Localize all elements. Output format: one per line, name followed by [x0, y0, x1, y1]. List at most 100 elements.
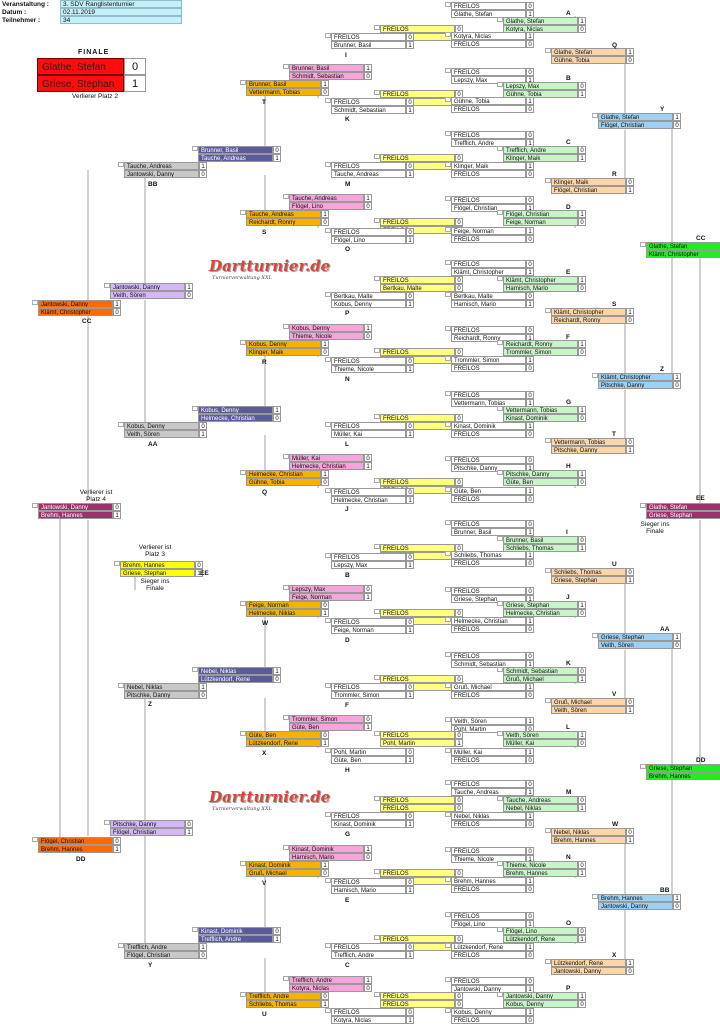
match-box: Brunner, Basil 0 Tauche, Andreas 1 — [192, 146, 348, 164]
match-box: Schliebs, Thomas 0 Griese, Stephan 1 — [545, 568, 701, 586]
player-score: 1 — [578, 601, 586, 609]
player-name: FREILOS — [380, 935, 455, 943]
player-score: 0 — [406, 748, 414, 756]
match-tag — [32, 837, 38, 842]
player-name: Flögel, Lino — [503, 927, 578, 935]
player-name: Brehm, Hannes — [503, 869, 578, 877]
player-name: Gruß, Michael — [451, 683, 526, 691]
match-tag — [640, 503, 646, 508]
final-player-2: Griese, Stephan — [37, 75, 124, 92]
player-score: 1 — [185, 283, 193, 291]
player-score: 0 — [673, 902, 681, 910]
player-name: FREILOS — [451, 2, 526, 10]
player-score: 0 — [455, 284, 463, 292]
player-score: 0 — [673, 641, 681, 649]
player-name: Pitschke, Danny — [451, 464, 526, 472]
player-score: 1 — [199, 683, 207, 691]
event-label: Veranstaltung : — [2, 1, 49, 8]
player-score: 1 — [578, 869, 586, 877]
player-name: Harnisch, Mario — [331, 886, 406, 894]
round-letter: B — [566, 75, 571, 82]
match-tag — [374, 25, 380, 30]
player-score: 1 — [526, 877, 534, 885]
player-score: 0 — [113, 503, 121, 511]
match-tag — [497, 82, 503, 87]
player-score: 1 — [526, 788, 534, 796]
match-box: Schmidt, Sebastian 0 Gruß, Michael 1 — [497, 667, 653, 685]
player-name: Trefflich, Andre — [503, 146, 578, 154]
player-name: Helmecke, Christian — [289, 462, 364, 470]
player-score: 0 — [273, 414, 281, 422]
player-score: 0 — [578, 609, 586, 617]
player-score: 1 — [626, 48, 634, 56]
match-tag — [325, 553, 331, 558]
match-box: Trefflich, Andre 0 Schliebs, Thomas 1 — [240, 992, 396, 1010]
player-score: 0 — [406, 812, 414, 820]
player-name: Nebel, Niklas — [503, 804, 578, 812]
player-score: 1 — [406, 236, 414, 244]
player-name: FREILOS — [331, 878, 406, 886]
player-score: 1 — [626, 836, 634, 844]
player-score: 1 — [526, 356, 534, 364]
player-name: FREILOS — [331, 683, 406, 691]
match-box: Kinast, Dominik 1 Harnisch, Mario 0 — [283, 845, 439, 863]
round-letter: E — [566, 269, 571, 276]
player-name: Nebel, Niklas — [124, 683, 199, 691]
player-score: 1 — [578, 992, 586, 1000]
player-score: 1 — [673, 373, 681, 381]
player-score: 0 — [578, 284, 586, 292]
event-value: 3. SDV Ranglistenturnier — [60, 0, 182, 8]
player-score: 1 — [321, 1000, 329, 1008]
round-letter: G — [566, 399, 572, 406]
player-name: FREILOS — [331, 553, 406, 561]
player-name: Kinast, Dominik — [246, 861, 321, 869]
match-box: Nebel, Niklas 1 Lützkendorf, Rene 0 — [192, 667, 348, 685]
round-letter: K — [566, 660, 571, 667]
player-name: Helmecke, Christian — [198, 414, 273, 422]
player-name: Gühne, Tobia — [503, 90, 578, 98]
match-box: Kobus, Denny 1 Thieme, Nicole 0 — [283, 324, 439, 342]
player-score: 0 — [578, 82, 586, 90]
match-tag — [374, 731, 380, 736]
match-tag — [445, 587, 451, 592]
player-score: 0 — [321, 88, 329, 96]
final-score-2: 1 — [124, 75, 146, 92]
participants-label: Teilnehmer : — [2, 17, 41, 24]
player-score: 0 — [364, 454, 372, 462]
player-name: FREILOS — [380, 218, 455, 226]
player-name: Veith, Sören — [598, 641, 673, 649]
player-score: 1 — [673, 894, 681, 902]
player-score: 0 — [526, 951, 534, 959]
player-name: Kinast, Dominik — [331, 820, 406, 828]
player-name: Thieme, Nicole — [289, 332, 364, 340]
match-tag — [497, 340, 503, 345]
match-tag — [497, 210, 503, 215]
player-name: Brehm, Hannes — [551, 836, 626, 844]
player-score: 0 — [526, 691, 534, 699]
player-name: FREILOS — [451, 652, 526, 660]
player-score: 0 — [526, 68, 534, 76]
player-name: Tauche, Andreas — [246, 210, 321, 218]
match-tag — [325, 488, 331, 493]
player-name: Klinger, Maik — [246, 348, 321, 356]
player-score: 1 — [364, 976, 372, 984]
match-tag — [497, 536, 503, 541]
player-score: 0 — [185, 291, 193, 299]
player-score: 0 — [578, 739, 586, 747]
match-box: Gruß, Michael 0 Veith, Sören 1 — [545, 698, 701, 716]
player-name: Griese, Stephan — [598, 633, 673, 641]
player-score: 0 — [321, 218, 329, 226]
match-tag — [325, 878, 331, 883]
final-title: FINALE — [78, 49, 110, 56]
player-score: 0 — [526, 430, 534, 438]
match-tag — [445, 847, 451, 852]
match-tag — [283, 194, 289, 199]
player-score: 1 — [526, 300, 534, 308]
match-tag — [445, 162, 451, 167]
player-score: 1 — [195, 569, 203, 577]
player-name: Klämt, Christopher — [451, 268, 526, 276]
match-tag — [325, 943, 331, 948]
player-score: 0 — [526, 520, 534, 528]
player-score: 0 — [455, 869, 463, 877]
player-name: Gühne, Tobia — [451, 97, 526, 105]
